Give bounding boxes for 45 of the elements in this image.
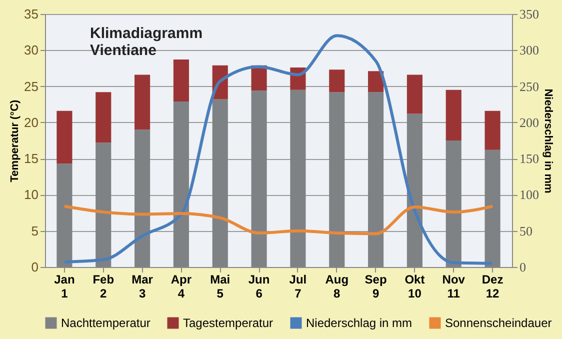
y-axis-title: Temperatur (°C) [9,99,22,182]
x-tick-label: Sep 9 [364,272,387,300]
y2-tick-label: 250 [520,78,539,94]
y2-tick-label: 50 [520,223,532,238]
x-tick-label: Aug 8 [325,272,349,300]
x-tick-label: Feb 2 [92,272,114,300]
x-tick-label: Okt 10 [404,272,425,300]
x-tick-label: Jan 1 [54,272,75,300]
y-tick-label: 35 [24,6,38,22]
y-tick-label: 15 [24,151,38,166]
bar [368,71,384,92]
y-tick-label: 20 [24,114,38,130]
y2-tick-label: 200 [520,114,539,130]
bar [96,92,112,143]
legend-label: Nachttemperatur [61,316,150,330]
y-tick-label: 5 [31,223,38,238]
legend-label: Tagestemperatur [183,316,274,330]
y2-tick-label: 0 [520,260,526,274]
y2-axis-title: Niederschlag in mm [542,88,554,194]
x-tick-label: Jul 7 [289,272,307,300]
x-tick-label: Apr 4 [170,272,192,300]
bar [406,74,422,114]
bar [173,60,189,102]
bar [329,70,345,92]
legend-label: Sonnenscheindauer [445,316,552,330]
x-tick-label: Mai 5 [210,272,230,300]
bar [56,110,72,164]
y-tick-label: 30 [24,42,38,58]
bar [446,90,462,140]
x-tick-label: Jun 6 [248,272,270,300]
y2-tick-label: 350 [520,6,539,22]
x-tick-label: Mar 3 [132,272,154,300]
y-tick-label: 0 [31,260,38,274]
y-tick-label: 25 [24,78,38,94]
text: Klimadiagramm Vientiane [90,25,203,59]
line-series [62,204,494,236]
x-tick-label: Nov 11 [442,272,466,300]
bar [484,110,500,150]
bar [134,74,150,130]
y2-tick-label: 150 [520,151,539,166]
x-tick-label: Dez 12 [482,272,504,300]
y2-tick-label: 300 [520,42,539,58]
y2-tick-label: 100 [520,187,539,202]
y-tick-label: 10 [24,187,38,202]
legend-label: Niederschlag in mm [306,316,412,330]
